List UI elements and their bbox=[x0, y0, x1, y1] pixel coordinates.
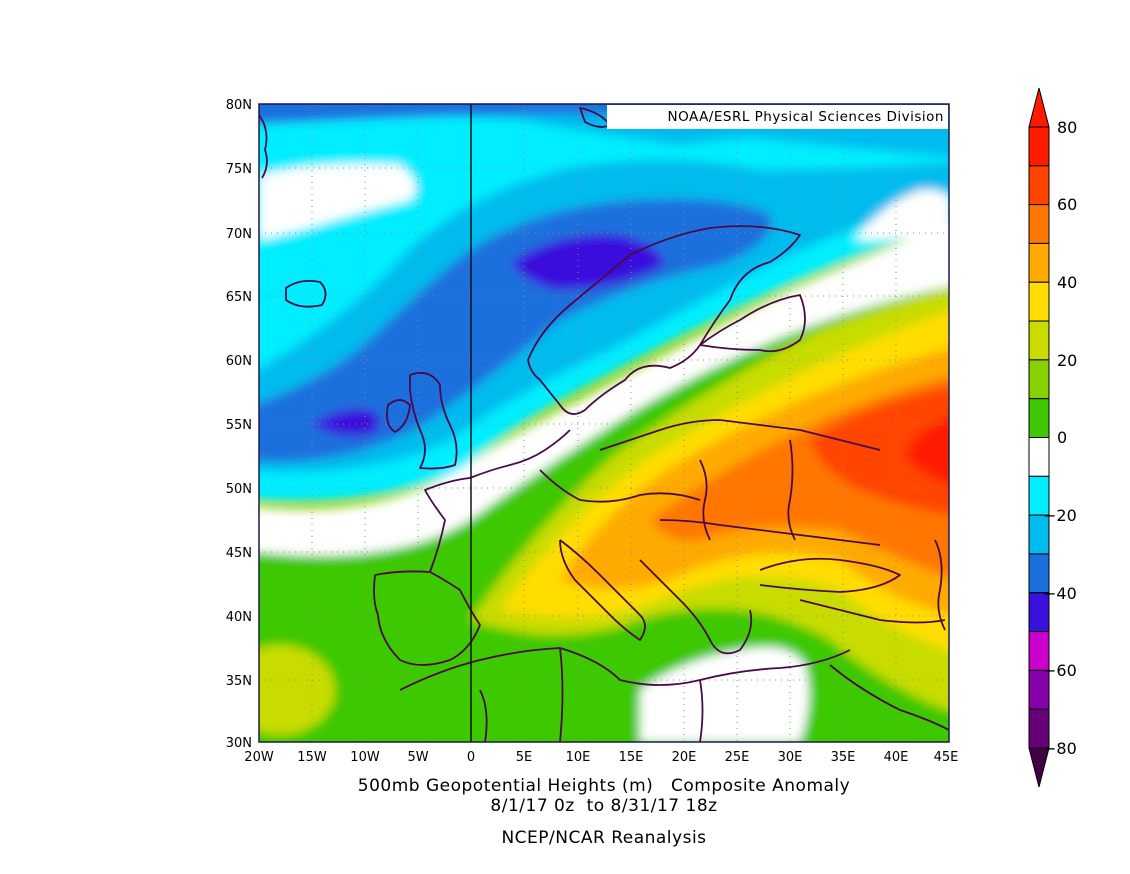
map-frame bbox=[258, 103, 950, 743]
caption-line-3: NCEP/NCAR Reanalysis bbox=[501, 828, 706, 848]
colorbar-segment bbox=[1028, 126, 1050, 167]
colorbar-segment bbox=[1028, 242, 1050, 283]
caption-line-1: 500mb Geopotential Heights (m) Composite… bbox=[358, 776, 850, 796]
lat-label: 50N bbox=[226, 482, 252, 497]
colorbar-segment bbox=[1028, 359, 1050, 400]
colorbar-arrow-bottom bbox=[1028, 747, 1050, 788]
lon-label: 20W bbox=[244, 750, 274, 765]
longitude-labels: 20W 15W 10W 5W 0 5E 10E 15E 20E 25E 30E … bbox=[244, 750, 958, 765]
lat-label: 75N bbox=[226, 162, 252, 177]
caption-line-2: 8/1/17 0z to 8/31/17 18z bbox=[490, 796, 717, 816]
colorbar-label: 80 bbox=[1057, 118, 1077, 137]
lat-label: 80N bbox=[226, 98, 252, 113]
lat-label: 60N bbox=[226, 354, 252, 369]
colorbar-label: 0 bbox=[1057, 428, 1067, 447]
lon-label: 35E bbox=[831, 750, 856, 765]
colorbar-label: 20 bbox=[1057, 351, 1077, 370]
colorbar-label: 60 bbox=[1057, 195, 1077, 214]
colorbar-segment bbox=[1028, 320, 1050, 361]
lon-label: 30E bbox=[778, 750, 803, 765]
lon-label: 10W bbox=[350, 750, 380, 765]
lat-label: 65N bbox=[226, 290, 252, 305]
lon-label: 45E bbox=[934, 750, 959, 765]
latitude-labels: 80N 75N 70N 65N 60N 55N 50N 45N 40N 35N … bbox=[226, 98, 252, 751]
colorbar-segment bbox=[1028, 281, 1050, 322]
lat-label: 45N bbox=[226, 546, 252, 561]
anomaly-field bbox=[259, 104, 949, 742]
lon-label: 0 bbox=[467, 750, 475, 765]
lon-label: 5W bbox=[407, 750, 428, 765]
colorbar-label: −60 bbox=[1043, 661, 1077, 680]
credit-text: NOAA/ESRL Physical Sciences Division bbox=[667, 109, 944, 125]
lon-label: 5E bbox=[516, 750, 533, 765]
lon-label: 15E bbox=[619, 750, 644, 765]
colorbar-segments bbox=[1028, 126, 1050, 749]
colorbar-segment bbox=[1028, 398, 1050, 438]
lat-label: 70N bbox=[226, 227, 252, 242]
colorbar-segment bbox=[1028, 165, 1050, 206]
colorbar-arrow-top bbox=[1028, 87, 1050, 128]
lon-label: 10E bbox=[566, 750, 591, 765]
colorbar-segment bbox=[1028, 204, 1050, 244]
lat-label: 30N bbox=[226, 736, 252, 751]
lat-label: 35N bbox=[226, 674, 252, 689]
lat-label: 55N bbox=[226, 418, 252, 433]
colorbar-label: −80 bbox=[1043, 739, 1077, 758]
lon-label: 25E bbox=[725, 750, 750, 765]
colorbar: 80 60 40 20 0 −20 −40 −60 −80 bbox=[1028, 87, 1077, 788]
lon-label: 40E bbox=[884, 750, 909, 765]
coastlines bbox=[259, 107, 949, 742]
colorbar-label: −20 bbox=[1043, 506, 1077, 525]
lon-label: 20E bbox=[672, 750, 697, 765]
lat-label: 40N bbox=[226, 610, 252, 625]
colorbar-label: −40 bbox=[1043, 584, 1077, 603]
lon-label: 15W bbox=[297, 750, 327, 765]
credit-box bbox=[607, 105, 948, 129]
colorbar-label: 40 bbox=[1057, 273, 1077, 292]
colorbar-segment bbox=[1028, 437, 1050, 477]
